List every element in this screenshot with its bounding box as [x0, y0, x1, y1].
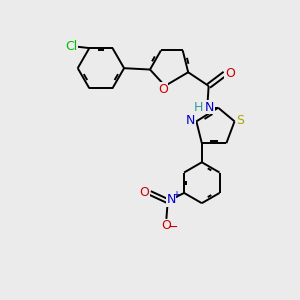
- Text: S: S: [236, 113, 244, 127]
- Text: −: −: [168, 221, 178, 234]
- Text: O: O: [161, 219, 171, 232]
- Text: O: O: [158, 83, 168, 96]
- Text: N: N: [205, 101, 214, 114]
- Text: N: N: [186, 113, 195, 127]
- Text: O: O: [139, 187, 149, 200]
- Text: O: O: [225, 67, 235, 80]
- Text: N: N: [166, 193, 176, 206]
- Text: +: +: [172, 190, 181, 200]
- Text: H: H: [194, 101, 203, 114]
- Text: Cl: Cl: [65, 40, 78, 53]
